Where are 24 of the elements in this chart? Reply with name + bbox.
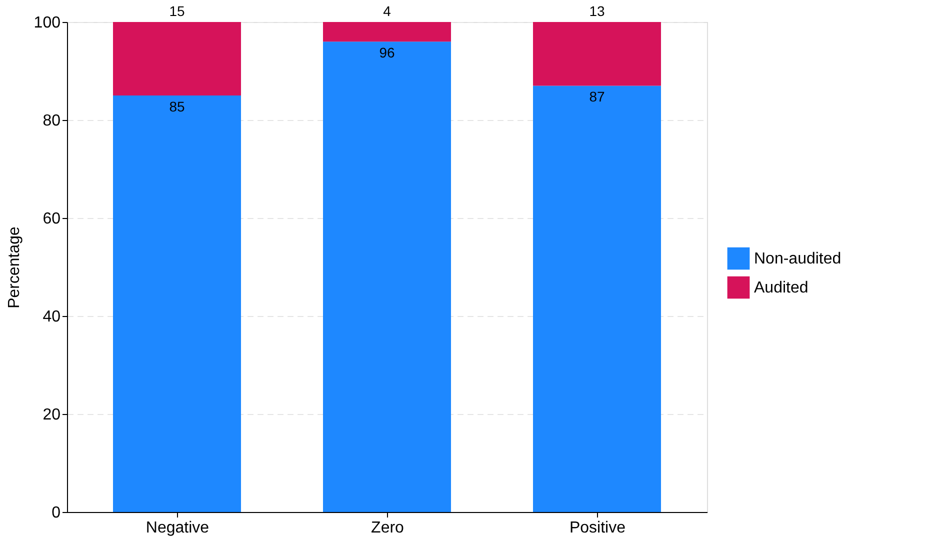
y-axis-title: Percentage [6,226,23,308]
data-label: 15 [169,3,185,19]
data-label: 13 [589,3,605,19]
y-tick-label: 80 [42,112,61,130]
data-label: 4 [383,3,392,19]
y-tick-label: 0 [52,504,61,522]
y-tick-label: 60 [42,210,61,228]
bar [533,22,661,86]
data-label: 85 [169,98,185,114]
data-label: 96 [379,44,395,61]
legend-label: Audited [754,280,808,296]
bar [113,96,241,512]
legend-label: Non-audited [754,250,842,268]
y-tick-label: 100 [34,14,61,32]
x-tick-label: Positive [569,520,626,536]
bar [113,22,241,96]
y-tick-label: 40 [42,308,61,326]
bar [323,22,451,42]
bar [323,42,451,512]
y-tick-label: 20 [42,406,61,424]
x-tick-label: Negative [146,520,210,536]
data-label: 87 [589,88,605,105]
bar [533,86,661,512]
x-tick-label: Zero [371,520,404,536]
